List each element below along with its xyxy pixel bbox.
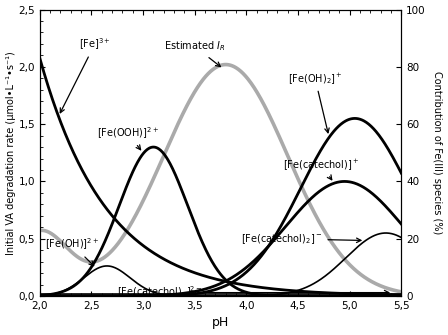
Text: [Fe(catechol)$_2$]$^-$: [Fe(catechol)$_2$]$^-$ <box>241 232 361 246</box>
Text: [Fe(catechol)]$^+$: [Fe(catechol)]$^+$ <box>283 157 359 180</box>
Text: [Fe]$^{3+}$: [Fe]$^{3+}$ <box>60 36 111 113</box>
Text: Estimated $I_R$: Estimated $I_R$ <box>164 39 225 67</box>
Text: [Fe(catechol)$_3$]$^{2-}$: [Fe(catechol)$_3$]$^{2-}$ <box>117 285 389 300</box>
Text: [Fe(OH)]$^{2+}$: [Fe(OH)]$^{2+}$ <box>45 237 99 266</box>
Text: [Fe(OOH)]$^{2+}$: [Fe(OOH)]$^{2+}$ <box>97 125 159 150</box>
Y-axis label: Contribution of Fe(III) species (%): Contribution of Fe(III) species (%) <box>432 71 443 234</box>
X-axis label: pH: pH <box>212 317 229 329</box>
Y-axis label: Initial VA degradation rate (μmol•L⁻¹•s⁻¹): Initial VA degradation rate (μmol•L⁻¹•s⁻… <box>5 51 16 255</box>
Text: [Fe(OH)$_2$]$^+$: [Fe(OH)$_2$]$^+$ <box>288 71 342 133</box>
